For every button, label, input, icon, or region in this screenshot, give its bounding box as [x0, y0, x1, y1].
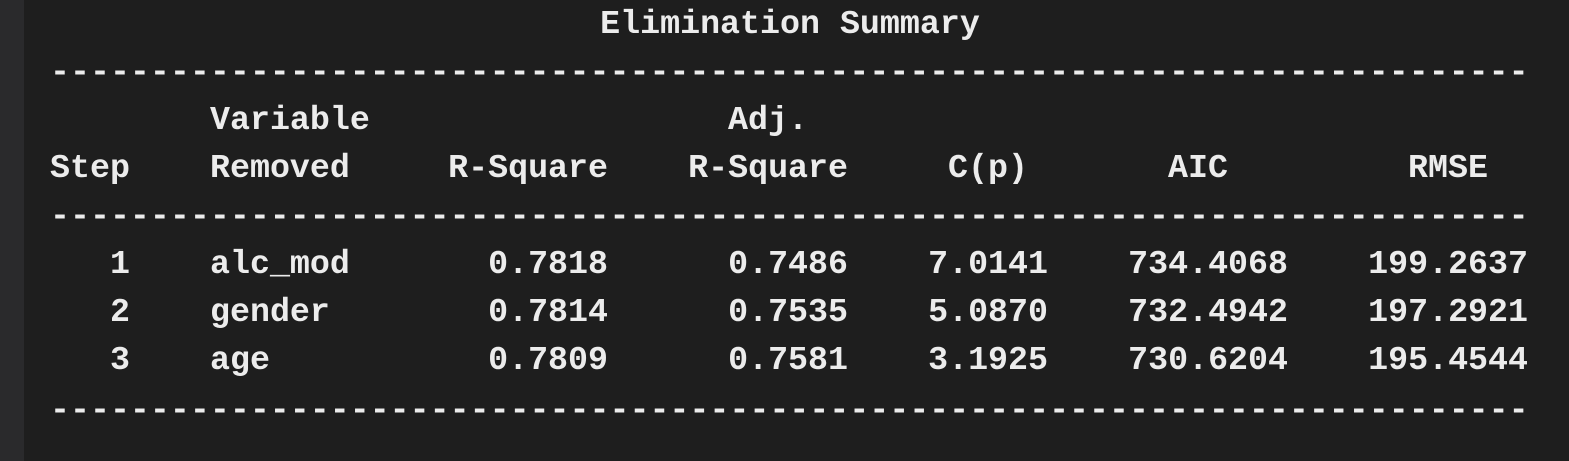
header-aic: AIC [1168, 149, 1228, 187]
header-rmse: RMSE [1408, 149, 1488, 187]
header-cp: C(p) [948, 149, 1028, 187]
elimination-summary-output: Elimination Summary --------------------… [50, 0, 1530, 461]
summary-title-line: Elimination Summary [50, 0, 1530, 48]
cell-step: 3 [110, 341, 130, 379]
cell-step: 2 [110, 293, 130, 331]
console-gutter [0, 0, 24, 461]
bottom-rule: ----------------------------------------… [50, 391, 1530, 429]
header-row-2: Step Removed R-Square R-Square C(p) AIC … [50, 144, 1530, 192]
cell-rmse: 197.2921 [1368, 293, 1528, 331]
header-variable: Variable [210, 101, 370, 139]
cell-adj-rsquare: 0.7535 [728, 293, 848, 331]
cell-adj-rsquare: 0.7581 [728, 341, 848, 379]
cell-rsquare: 0.7818 [488, 245, 608, 283]
header-adj-rsquare: R-Square [688, 149, 848, 187]
cell-step: 1 [110, 245, 130, 283]
cell-variable: age [210, 341, 270, 379]
cell-rsquare: 0.7809 [488, 341, 608, 379]
cell-variable: alc_mod [210, 245, 350, 283]
cell-rsquare: 0.7814 [488, 293, 608, 331]
cell-cp: 3.1925 [928, 341, 1048, 379]
cell-rmse: 195.4544 [1368, 341, 1528, 379]
header-adj: Adj. [728, 101, 808, 139]
header-row-1: Variable Adj. [50, 96, 1530, 144]
table-row: 1 alc_mod 0.7818 0.7486 7.0141 734.4068 … [50, 240, 1530, 288]
header-rsquare: R-Square [448, 149, 608, 187]
cell-aic: 734.4068 [1128, 245, 1288, 283]
cell-variable: gender [210, 293, 330, 331]
cell-aic: 732.4942 [1128, 293, 1288, 331]
header-step: Step [50, 149, 130, 187]
cell-cp: 7.0141 [928, 245, 1048, 283]
table-row: 2 gender 0.7814 0.7535 5.0870 732.4942 1… [50, 288, 1530, 336]
cell-cp: 5.0870 [928, 293, 1048, 331]
middle-rule: ----------------------------------------… [50, 197, 1530, 235]
summary-title: Elimination Summary [600, 5, 980, 43]
header-removed: Removed [210, 149, 350, 187]
cell-rmse: 199.2637 [1368, 245, 1528, 283]
cell-adj-rsquare: 0.7486 [728, 245, 848, 283]
top-rule: ----------------------------------------… [50, 53, 1530, 91]
cell-aic: 730.6204 [1128, 341, 1288, 379]
table-row: 3 age 0.7809 0.7581 3.1925 730.6204 195.… [50, 336, 1530, 384]
